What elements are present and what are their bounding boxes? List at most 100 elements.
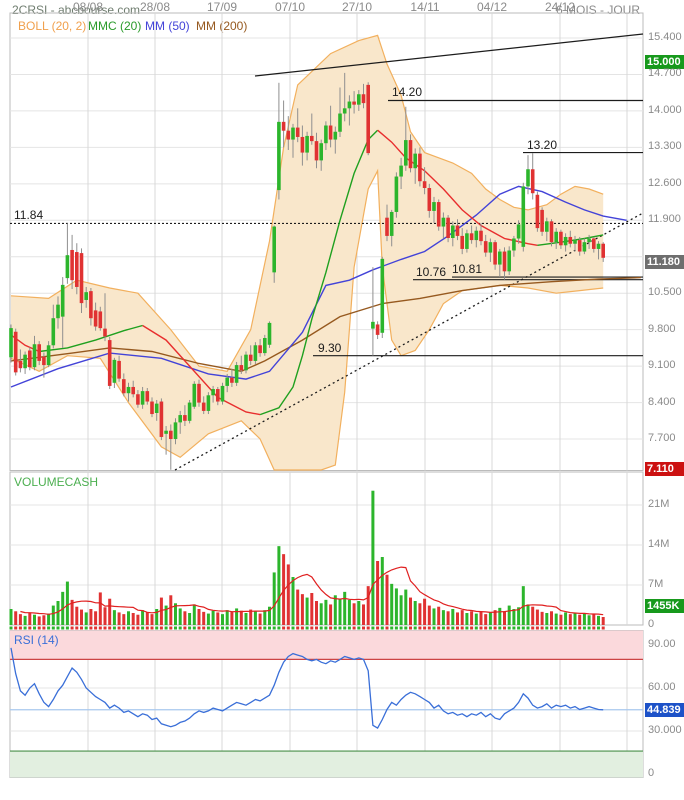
volume-base-tick: [517, 626, 521, 630]
volume-base-tick: [409, 626, 412, 630]
volume-bar: [300, 594, 304, 625]
candle-body: [267, 322, 272, 345]
candle-body: [187, 402, 192, 421]
volume-bar: [587, 615, 591, 625]
candle-body: [521, 186, 526, 247]
volume-bar: [394, 588, 398, 625]
candle-body: [507, 250, 511, 272]
volume-bar: [145, 612, 149, 625]
candle-body: [145, 391, 150, 402]
volume-base-tick: [131, 626, 135, 630]
candle-body: [65, 255, 70, 279]
volume-base-tick: [239, 626, 243, 630]
volume-base-tick: [582, 626, 586, 630]
volume-base-tick: [338, 626, 342, 630]
legend-bollinger: BOLL (20, 2): [18, 19, 87, 33]
candle-body: [474, 230, 479, 241]
candle-body: [272, 226, 276, 273]
volume-base-tick: [225, 626, 229, 630]
volume-base-tick: [197, 626, 201, 630]
candle-body: [122, 379, 126, 394]
candle-body: [173, 422, 178, 440]
candle-body: [338, 113, 342, 132]
candle-body: [154, 403, 159, 413]
candle-body: [404, 140, 408, 166]
volume-bar: [272, 572, 276, 625]
level-label: 13.20: [527, 137, 558, 152]
volume-bar: [70, 599, 74, 625]
volume-bar: [319, 603, 323, 625]
volume-bar: [188, 613, 192, 625]
volume-bar: [418, 603, 422, 625]
volume-bar: [42, 615, 46, 625]
candle-body: [75, 252, 79, 287]
volume-base-tick: [249, 626, 253, 630]
volume-bar: [465, 613, 469, 625]
volume-base-tick: [399, 626, 403, 630]
candle-body: [394, 176, 399, 212]
candle-body: [342, 108, 347, 114]
volume-base-tick: [221, 626, 224, 630]
candle-body: [230, 377, 234, 383]
candle-body: [563, 236, 568, 246]
volume-bar: [540, 611, 544, 625]
volume-bar: [550, 611, 553, 625]
volume-bar: [127, 611, 130, 625]
volume-bar: [18, 614, 22, 625]
rsi-axis-tick: 60.00: [648, 681, 676, 694]
candle-body: [371, 321, 375, 329]
rsi-axis-tick: 0: [648, 767, 655, 779]
candle-body: [131, 386, 135, 395]
candle-body: [310, 135, 314, 142]
candle-body: [469, 233, 474, 241]
volume-bar: [310, 593, 314, 625]
volume-bar: [244, 613, 248, 625]
candle-body: [418, 153, 422, 182]
volume-bar: [329, 604, 333, 625]
volume-base-tick: [432, 626, 436, 630]
candle-body: [526, 169, 530, 187]
date-axis-tick: 28/08: [139, 0, 171, 14]
volume-bar: [89, 609, 93, 625]
candle-body: [568, 236, 573, 244]
volume-base-tick: [347, 626, 351, 630]
last-volume-badge: 1455K: [645, 599, 684, 613]
candle-body: [512, 238, 516, 251]
main-panel-border: [9, 12, 644, 471]
volume-bar: [460, 610, 464, 625]
volume-bar: [253, 611, 257, 625]
volume-bar: [9, 609, 13, 625]
volume-bar: [531, 606, 535, 625]
volume-bar: [286, 564, 290, 625]
volume-bar: [545, 613, 549, 625]
candle-body: [220, 385, 225, 402]
candle-body: [178, 415, 182, 423]
candle-body: [28, 350, 32, 368]
period-low-badge: 7.110: [645, 462, 684, 476]
candle-body: [103, 328, 107, 337]
volume-base-tick: [188, 626, 192, 630]
last-price-badge: 11.180: [645, 255, 684, 269]
trendline-resistance: [254, 33, 644, 77]
volume-bar: [263, 610, 267, 625]
volume-base-tick: [14, 626, 18, 630]
candle-body: [32, 344, 37, 368]
legend-mmc20: MMC (20): [88, 19, 142, 33]
volume-bar: [592, 614, 596, 625]
volume-base-tick: [141, 626, 145, 630]
volume-base-tick: [390, 626, 394, 630]
volume-bar: [296, 589, 300, 625]
volume-bar: [206, 613, 210, 625]
volume-base-tick: [568, 626, 572, 630]
volume-base-tick: [329, 626, 333, 630]
volume-base-tick: [122, 626, 126, 630]
volume-bar: [578, 614, 582, 625]
volume-base-tick: [216, 626, 220, 630]
volume-base-tick: [441, 626, 445, 630]
candle-body: [361, 94, 366, 104]
candle-body: [140, 391, 145, 405]
volume-base-tick: [268, 626, 271, 630]
candle-body: [239, 365, 244, 371]
candle-body: [263, 337, 267, 354]
volume-bar: [601, 617, 605, 625]
